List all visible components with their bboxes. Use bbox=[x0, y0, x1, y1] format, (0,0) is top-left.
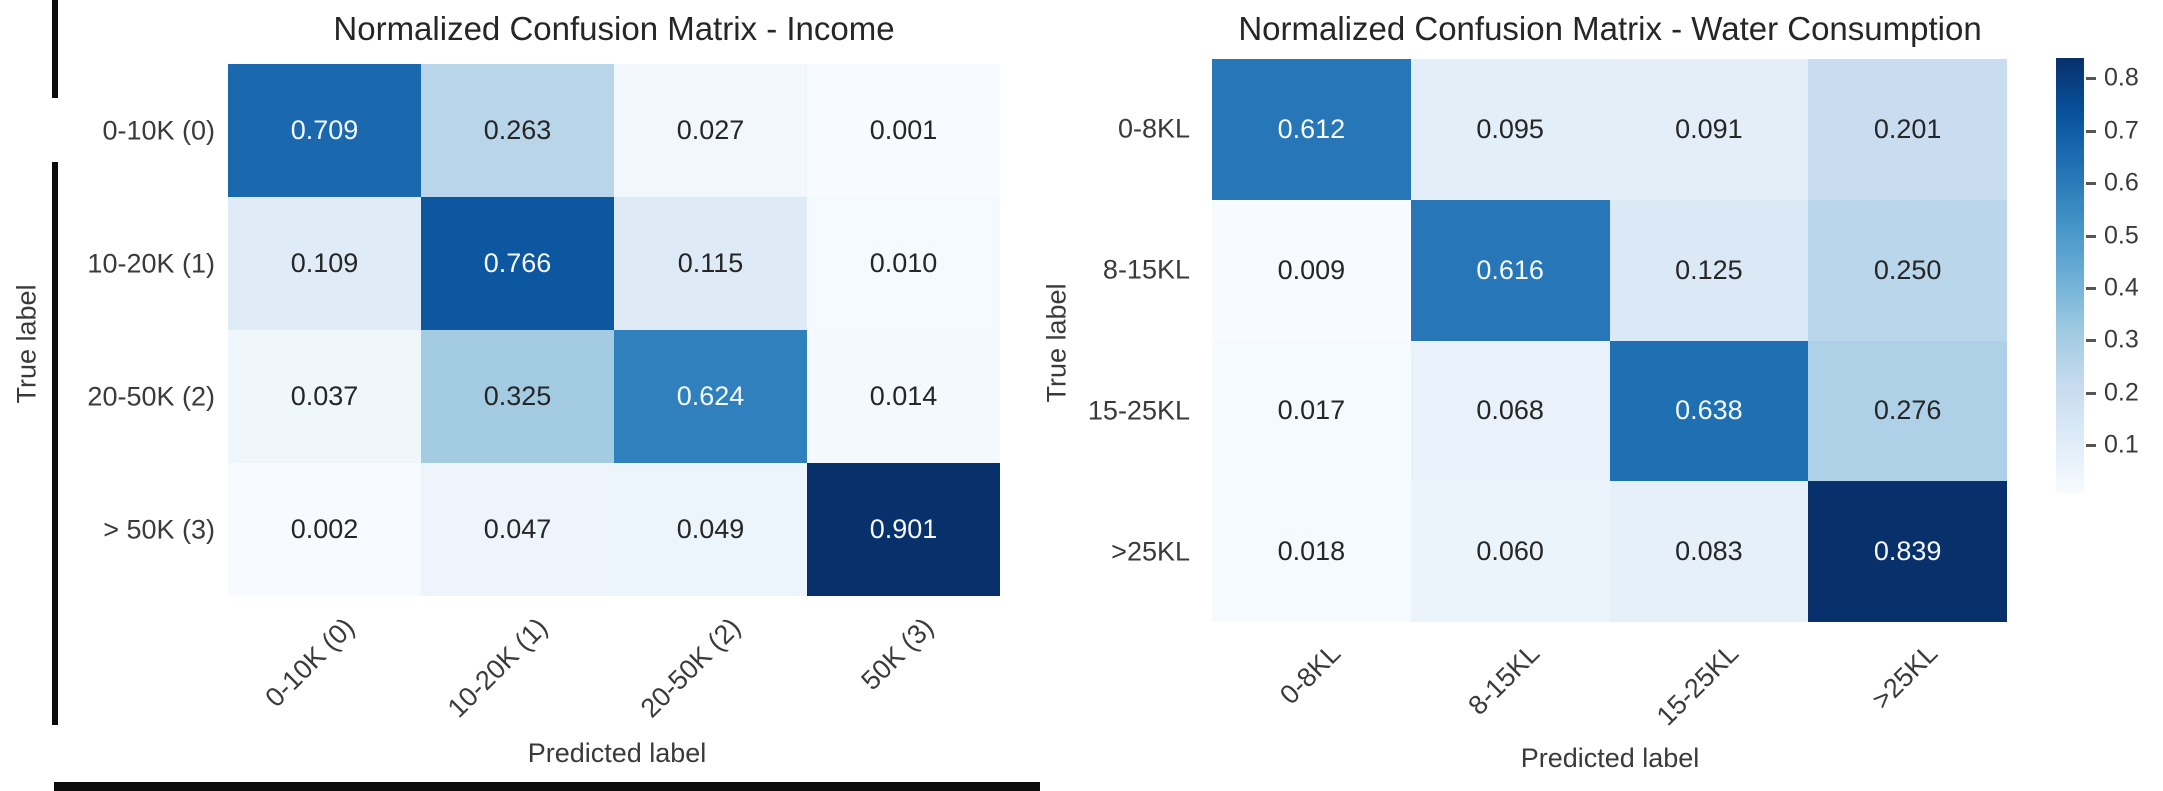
heatmap-cell: 0.709 bbox=[228, 64, 421, 197]
heatmap-cell: 0.901 bbox=[807, 463, 1000, 596]
heatmap-cell: 0.009 bbox=[1212, 199, 1411, 341]
document-border-left-top bbox=[52, 0, 58, 98]
heatmap-cell: 0.047 bbox=[421, 463, 614, 596]
heatmap-cell: 0.612 bbox=[1212, 59, 1411, 200]
y-tick-label: 10-20K (1) bbox=[87, 248, 215, 278]
heatmap-cell: 0.001 bbox=[807, 64, 1000, 197]
heatmap-cell: 0.014 bbox=[807, 330, 1000, 463]
y-tick-label: >25KL bbox=[1111, 536, 1190, 567]
colorbar-tick-label: 0.5 bbox=[2104, 221, 2139, 250]
heatmap-cell: 0.638 bbox=[1609, 340, 1809, 482]
colorbar-tick-label: 0.7 bbox=[2104, 116, 2139, 145]
colorbar bbox=[2056, 58, 2084, 493]
heatmap-cell: 0.624 bbox=[614, 330, 807, 463]
heatmap-cell: 0.017 bbox=[1212, 340, 1411, 482]
colorbar-tick-mark bbox=[2086, 287, 2096, 291]
document-border-bottom bbox=[54, 782, 1040, 791]
heatmap-cell: 0.263 bbox=[421, 64, 614, 197]
heatmap-cell: 0.002 bbox=[228, 463, 421, 596]
y-tick-label: 8-15KL bbox=[1102, 254, 1190, 285]
colorbar-tick-label: 0.1 bbox=[2104, 430, 2139, 459]
heatmap-cell: 0.276 bbox=[1808, 340, 2007, 482]
chart-title-water: Normalized Confusion Matrix - Water Cons… bbox=[1238, 10, 1982, 47]
heatmap-cell: 0.037 bbox=[228, 330, 421, 463]
colorbar-tick-mark bbox=[2086, 129, 2096, 133]
colorbar-tick-label: 0.4 bbox=[2104, 273, 2139, 302]
colorbar-tick-mark bbox=[2086, 391, 2096, 395]
heatmap-cell: 0.049 bbox=[614, 463, 807, 596]
heatmap-cell: 0.325 bbox=[421, 330, 614, 463]
colorbar-tick-mark bbox=[2086, 234, 2096, 238]
heatmap-cell: 0.091 bbox=[1609, 59, 1809, 200]
x-axis-label-income: Predicted label bbox=[527, 738, 707, 768]
heatmap-cell: 0.083 bbox=[1609, 481, 1809, 622]
y-tick-label: > 50K (3) bbox=[103, 514, 215, 544]
heatmap-cell: 0.616 bbox=[1410, 199, 1610, 341]
heatmap-cell: 0.068 bbox=[1410, 340, 1610, 482]
heatmap-cell: 0.839 bbox=[1808, 481, 2007, 622]
x-axis-label-water: Predicted label bbox=[1520, 743, 1700, 773]
y-tick-label: 20-50K (2) bbox=[87, 381, 215, 411]
x-tick-label: 0-10K (0) bbox=[258, 612, 360, 713]
heatmap-cell: 0.766 bbox=[421, 197, 614, 330]
y-tick-label: 0-8KL bbox=[1117, 113, 1190, 144]
colorbar-tick-label: 0.8 bbox=[2104, 63, 2139, 92]
heatmap-grid-water: 0.612 0.095 0.091 0.201 0.009 0.616 0.125 0.250… bbox=[1212, 59, 2007, 622]
heatmap-grid-income: 0.709 0.263 0.027 0.001 0.109 0.766 0.115 0.010… bbox=[228, 64, 1000, 596]
heatmap-cell: 0.018 bbox=[1212, 481, 1411, 622]
heatmap-cell: 0.250 bbox=[1808, 199, 2007, 341]
colorbar-tick-mark bbox=[2086, 182, 2096, 186]
colorbar-tick-mark bbox=[2086, 339, 2096, 343]
x-tick-label: 50K (3) bbox=[854, 612, 939, 696]
heatmap-cell: 0.201 bbox=[1808, 59, 2007, 200]
colorbar-tick-label: 0.6 bbox=[2104, 168, 2139, 197]
heatmap-cell: 0.060 bbox=[1410, 481, 1610, 622]
colorbar-tick-mark bbox=[2086, 77, 2096, 81]
heatmap-cell: 0.027 bbox=[614, 64, 807, 197]
y-tick-label: 0-10K (0) bbox=[102, 115, 215, 145]
heatmap-cell: 0.095 bbox=[1410, 59, 1610, 200]
x-tick-label: >25KL bbox=[1865, 638, 1943, 715]
heatmap-cell: 0.010 bbox=[807, 197, 1000, 330]
colorbar-tick-label: 0.3 bbox=[2104, 325, 2139, 354]
colorbar-tick-mark bbox=[2086, 444, 2096, 448]
chart-title-income: Normalized Confusion Matrix - Income bbox=[333, 10, 895, 47]
x-tick-label: 0-8KL bbox=[1274, 638, 1347, 711]
heatmap-cell: 0.109 bbox=[228, 197, 421, 330]
y-axis-label-water: True label bbox=[1041, 283, 1072, 403]
y-tick-label: 15-25KL bbox=[1087, 395, 1190, 426]
heatmap-cell: 0.115 bbox=[614, 197, 807, 330]
heatmap-cell: 0.125 bbox=[1609, 199, 1809, 341]
colorbar-tick-label: 0.2 bbox=[2104, 378, 2139, 407]
document-border-left-bottom bbox=[52, 162, 58, 725]
